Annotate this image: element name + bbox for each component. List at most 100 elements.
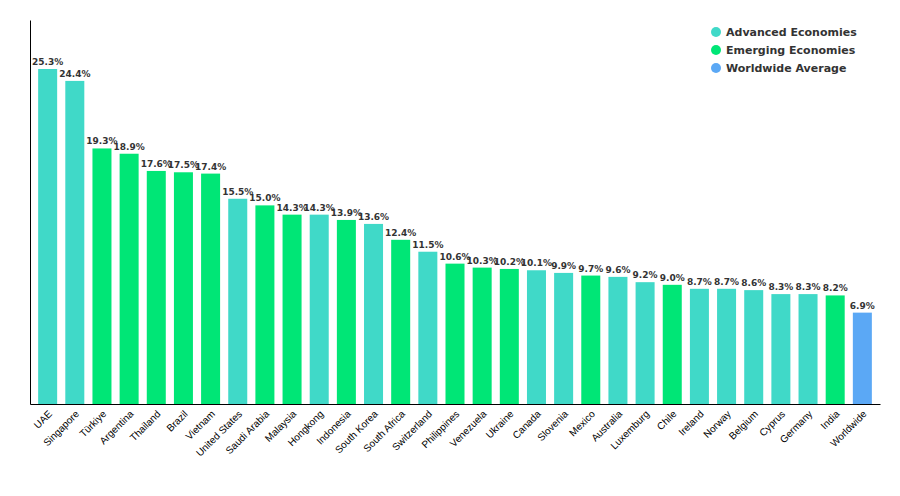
bar bbox=[38, 69, 57, 404]
data-label: 10.1% bbox=[521, 258, 552, 268]
data-label: 8.7% bbox=[687, 277, 712, 287]
x-tick: Argentina bbox=[97, 408, 135, 446]
bar bbox=[554, 273, 573, 404]
bar bbox=[744, 290, 763, 404]
x-tick-label: Worldwide bbox=[828, 408, 869, 449]
bar bbox=[853, 313, 872, 404]
bar bbox=[473, 268, 492, 404]
data-label: 9.2% bbox=[633, 270, 658, 280]
bar bbox=[581, 276, 600, 404]
data-label: 8.6% bbox=[741, 278, 766, 288]
data-label: 13.6% bbox=[358, 212, 389, 222]
plot: 25.3%24.4%19.3%18.9%17.6%17.5%17.4%15.5%… bbox=[31, 21, 881, 459]
bar bbox=[527, 270, 546, 404]
bar bbox=[174, 172, 193, 404]
data-label: 11.5% bbox=[412, 240, 443, 250]
bar bbox=[500, 269, 519, 404]
x-tick-label: Singapore bbox=[41, 408, 81, 448]
data-label: 9.7% bbox=[578, 264, 603, 274]
bar bbox=[771, 294, 790, 404]
bar bbox=[418, 252, 437, 404]
x-tick-label: Brazil bbox=[164, 408, 189, 433]
legend-item: Advanced Economies bbox=[711, 26, 857, 39]
bars bbox=[38, 69, 872, 404]
legend-item: Emerging Economies bbox=[711, 44, 856, 57]
bar bbox=[608, 277, 627, 404]
y-axis bbox=[30, 21, 31, 405]
data-label: 8.3% bbox=[768, 282, 793, 292]
x-tick: Saudi Arabia bbox=[223, 408, 271, 456]
x-tick-label: Slovenia bbox=[535, 408, 570, 443]
data-label: 24.4% bbox=[59, 69, 90, 79]
data-label: 8.7% bbox=[714, 277, 739, 287]
x-axis-line bbox=[31, 404, 881, 405]
chart: 25.3%24.4%19.3%18.9%17.6%17.5%17.4%15.5%… bbox=[0, 0, 900, 496]
x-tick: Slovenia bbox=[535, 408, 570, 443]
data-label: 9.0% bbox=[660, 273, 685, 283]
x-tick-label: Chile bbox=[655, 408, 679, 432]
legend-label: Emerging Economies bbox=[726, 44, 856, 57]
x-tick-label: UAE bbox=[32, 408, 55, 431]
legend-swatch bbox=[711, 27, 721, 37]
x-tick-label: Germany bbox=[778, 408, 815, 445]
data-label: 6.9% bbox=[850, 301, 875, 311]
bar bbox=[283, 215, 302, 404]
x-tick-label: India bbox=[818, 408, 841, 431]
legend: Advanced Economies Emerging Economies Worl… bbox=[711, 26, 857, 75]
bar bbox=[690, 289, 709, 404]
x-tick-label: Ukraine bbox=[484, 408, 516, 440]
bar bbox=[799, 294, 818, 404]
data-label: 8.3% bbox=[796, 282, 821, 292]
x-tick: United States bbox=[194, 408, 244, 458]
data-label: 8.2% bbox=[823, 283, 848, 293]
legend-swatch bbox=[711, 45, 721, 55]
bar bbox=[255, 205, 274, 404]
bar bbox=[663, 285, 682, 404]
x-tick-label: Saudi Arabia bbox=[223, 408, 271, 456]
bar bbox=[717, 289, 736, 404]
data-label: 12.4% bbox=[385, 228, 416, 238]
data-label: 25.3% bbox=[32, 57, 63, 67]
x-tick: Germany bbox=[778, 408, 815, 445]
legend-label: Advanced Economies bbox=[726, 26, 857, 39]
bar bbox=[445, 264, 464, 404]
x-tick-label: Argentina bbox=[97, 408, 135, 446]
bar bbox=[391, 240, 410, 404]
y-axis-line bbox=[30, 21, 31, 405]
x-axis: UAESingaporeTürkiyeArgentinaThailandBraz… bbox=[31, 405, 881, 459]
data-label: 18.9% bbox=[114, 142, 145, 152]
bar bbox=[120, 154, 139, 404]
bar bbox=[228, 199, 247, 404]
x-tick: Ukraine bbox=[484, 408, 516, 440]
x-tick-label: Luxemburg bbox=[608, 408, 651, 451]
bar bbox=[201, 174, 220, 404]
x-tick: Chile bbox=[655, 408, 679, 432]
x-tick-label: United States bbox=[194, 408, 244, 458]
x-tick: UAE bbox=[32, 408, 55, 431]
x-tick: Worldwide bbox=[828, 408, 869, 449]
legend-swatch bbox=[711, 63, 721, 73]
legend-label: Worldwide Average bbox=[726, 62, 846, 75]
bar bbox=[147, 171, 166, 404]
data-label: 17.4% bbox=[195, 162, 226, 172]
data-labels: 25.3%24.4%19.3%18.9%17.6%17.5%17.4%15.5%… bbox=[32, 57, 875, 311]
x-tick-label: Belgium bbox=[727, 408, 760, 441]
x-tick: Venezuela bbox=[448, 408, 489, 449]
data-label: 9.9% bbox=[551, 261, 576, 271]
bar bbox=[826, 295, 845, 404]
x-tick: Brazil bbox=[164, 408, 189, 433]
bar bbox=[364, 224, 383, 404]
x-tick: Belgium bbox=[727, 408, 760, 441]
x-tick-label: Venezuela bbox=[448, 408, 489, 449]
x-tick: Thailand bbox=[128, 408, 163, 443]
x-tick: Luxemburg bbox=[608, 408, 651, 451]
bar bbox=[65, 81, 84, 404]
legend-item: Worldwide Average bbox=[711, 62, 846, 75]
bar bbox=[636, 282, 655, 404]
data-label: 9.6% bbox=[605, 265, 630, 275]
bar bbox=[337, 220, 356, 404]
bar bbox=[92, 148, 111, 404]
x-tick-label: Thailand bbox=[128, 408, 163, 443]
x-tick: India bbox=[818, 408, 841, 431]
x-tick: Singapore bbox=[41, 408, 81, 448]
